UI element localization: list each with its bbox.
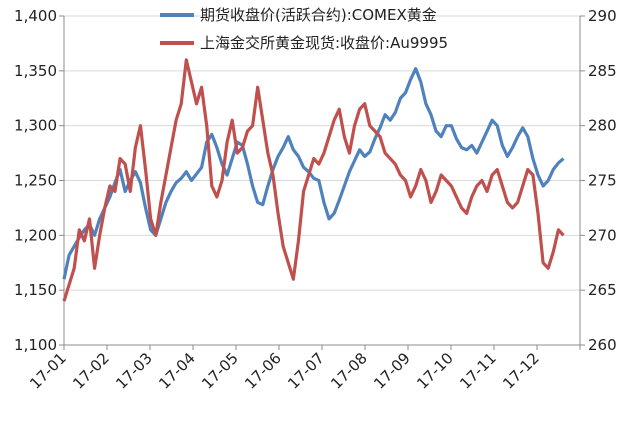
x-tick-label: 17-10 bbox=[413, 349, 457, 393]
left-tick-label: 1,350 bbox=[14, 62, 57, 80]
x-tick-label: 17-01 bbox=[26, 349, 70, 393]
axes bbox=[59, 15, 585, 350]
left-tick-label: 1,100 bbox=[14, 336, 57, 354]
right-tick-label: 290 bbox=[588, 7, 617, 25]
right-tick-label: 265 bbox=[588, 281, 617, 299]
legend-label-comex: 期货收盘价(活跃合约):COMEX黄金 bbox=[200, 6, 437, 24]
legend-label-au9995: 上海金交所黄金现货:收盘价:Au9995 bbox=[200, 34, 448, 52]
right-tick-label: 275 bbox=[588, 172, 617, 190]
left-tick-label: 1,250 bbox=[14, 172, 57, 190]
left-tick-label: 1,150 bbox=[14, 281, 57, 299]
right-tick-label: 280 bbox=[588, 117, 617, 135]
x-axis-tick-labels: 17-01 17-02 17-03 17-04 17-05 17-06 17-07 17-08… bbox=[26, 349, 543, 393]
left-tick-label: 1,400 bbox=[14, 7, 57, 25]
right-tick-label: 270 bbox=[588, 226, 617, 244]
x-tick-label: 17-04 bbox=[155, 349, 199, 393]
legend: 期货收盘价(活跃合约):COMEX黄金 上海金交所黄金现货:收盘价:Au9995 bbox=[160, 6, 448, 52]
series-line-au9995 bbox=[62, 58, 565, 302]
right-axis-tick-labels: 260 265 270 275 280 285 290 bbox=[588, 7, 617, 354]
x-tick-label: 17-03 bbox=[112, 349, 156, 393]
x-tick-label: 17-08 bbox=[327, 349, 371, 393]
right-tick-label: 285 bbox=[588, 62, 617, 80]
left-tick-label: 1,300 bbox=[14, 117, 57, 135]
x-tick-label: 17-05 bbox=[198, 349, 242, 393]
x-tick-label: 17-07 bbox=[284, 349, 328, 393]
x-tick-label: 17-11 bbox=[456, 349, 500, 393]
x-tick-label: 17-09 bbox=[370, 349, 414, 393]
right-tick-label: 260 bbox=[588, 336, 617, 354]
x-tick-label: 17-02 bbox=[69, 349, 113, 393]
x-tick-label: 17-06 bbox=[241, 349, 285, 393]
left-axis-tick-labels: 1,100 1,150 1,200 1,250 1,300 1,350 1,400 bbox=[14, 7, 57, 354]
left-tick-label: 1,200 bbox=[14, 226, 57, 244]
gridlines bbox=[64, 15, 580, 291]
series-lines bbox=[62, 58, 565, 302]
series-line-comex bbox=[62, 67, 565, 280]
x-tick-label: 17-12 bbox=[499, 349, 543, 393]
